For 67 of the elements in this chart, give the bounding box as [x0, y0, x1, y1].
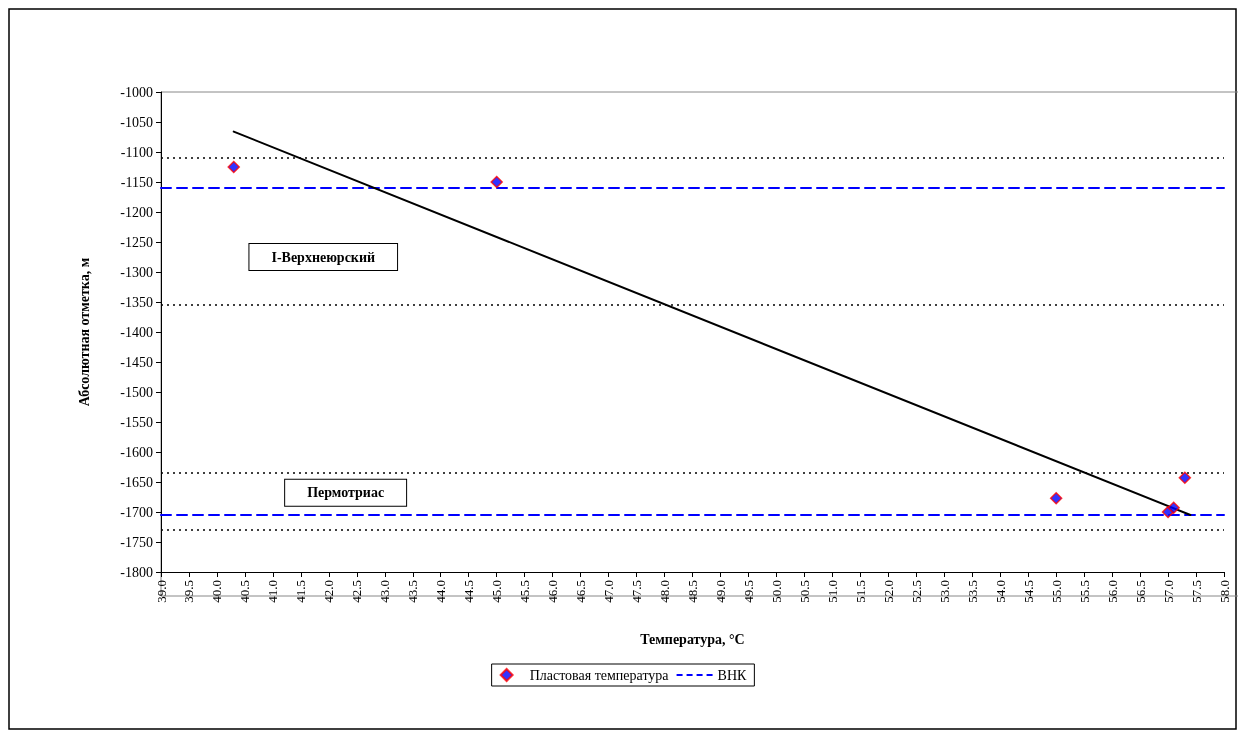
x-tick-label: 42.5 [349, 580, 365, 603]
x-tick-label: 44.5 [461, 580, 477, 603]
x-tick-label: 47.0 [601, 580, 617, 603]
x-tick-label: 40.5 [237, 580, 253, 603]
x-tick-label: 58.0 [1216, 580, 1232, 603]
x-axis-title: Температура, °C [640, 631, 745, 647]
x-tick-label: 52.0 [880, 580, 896, 603]
point [490, 175, 503, 189]
x-tick-label: 53.5 [964, 580, 980, 603]
y-tick-label: -1050 [120, 114, 153, 130]
x-tick-label: 41.5 [293, 580, 309, 603]
y-tick-label: -1700 [120, 504, 153, 520]
x-tick-label: 40.0 [209, 580, 225, 603]
x-tick-label: 48.5 [685, 580, 700, 603]
annotation: Пермотриас [307, 485, 385, 501]
x-tick-label: 50.0 [768, 580, 784, 603]
x-tick-label: 51.5 [852, 580, 868, 603]
x-tick-label: 39.0 [153, 580, 169, 603]
y-tick-label: -1750 [120, 534, 153, 550]
y-tick-label: -1350 [120, 294, 153, 310]
y-tick-label: -1600 [120, 444, 153, 460]
x-tick-label: 47.5 [629, 580, 645, 603]
legend-label: Пластовая температура [529, 667, 670, 683]
y-tick-label: -1450 [120, 354, 153, 370]
y-tick-label: -1500 [120, 384, 153, 400]
point [1178, 471, 1192, 485]
x-tick-label: 52.5 [908, 580, 924, 603]
point [1049, 491, 1063, 505]
x-tick-label: 39.5 [181, 580, 197, 603]
x-tick-label: 43.5 [405, 580, 421, 603]
x-tick-label: 49.0 [712, 580, 728, 603]
y-axis-title: Абсолютная отметка, м [76, 257, 92, 407]
x-tick-label: 42.0 [321, 580, 337, 603]
x-tick-label: 44.0 [433, 580, 449, 603]
x-tick-label: 45.0 [489, 580, 505, 603]
y-tick-label: -1400 [120, 324, 153, 340]
x-tick-label: 51.0 [824, 580, 840, 603]
x-tick-label: 41.0 [265, 580, 281, 603]
y-tick-label: -1250 [120, 234, 153, 250]
x-tick-label: 43.0 [377, 580, 393, 603]
x-tick-label: 46.0 [545, 580, 561, 603]
y-tick-label: -1200 [120, 204, 153, 220]
x-tick-label: 55.0 [1048, 580, 1064, 603]
y-tick-label: -1800 [120, 564, 153, 580]
x-tick-label: 56.5 [1132, 580, 1148, 603]
annotation: I-Верхнеюрский [271, 249, 376, 265]
x-tick-label: 54.0 [992, 580, 1008, 603]
x-tick-label: 56.0 [1104, 580, 1120, 603]
x-tick-label: 54.5 [1020, 580, 1036, 603]
y-tick-label: -1650 [120, 474, 153, 490]
legend-label: ВНК [717, 667, 748, 683]
x-tick-label: 53.0 [936, 580, 952, 603]
x-tick-label: 50.5 [796, 580, 812, 603]
x-tick-label: 45.5 [517, 580, 533, 603]
y-tick-label: -1150 [120, 174, 153, 190]
y-tick-label: -1000 [120, 84, 153, 100]
y-tick-label: -1300 [120, 264, 153, 280]
x-tick-label: 49.5 [740, 580, 756, 603]
point [227, 160, 240, 174]
x-tick-label: 46.5 [573, 580, 589, 603]
x-tick-label: 48.0 [657, 580, 673, 603]
x-tick-label: 55.5 [1076, 580, 1092, 603]
y-tick-label: -1550 [120, 414, 153, 430]
x-tick-label: 57.5 [1188, 580, 1204, 603]
x-tick-label: 57.0 [1160, 580, 1176, 603]
y-tick-label: -1100 [120, 144, 153, 160]
point [1167, 501, 1180, 515]
